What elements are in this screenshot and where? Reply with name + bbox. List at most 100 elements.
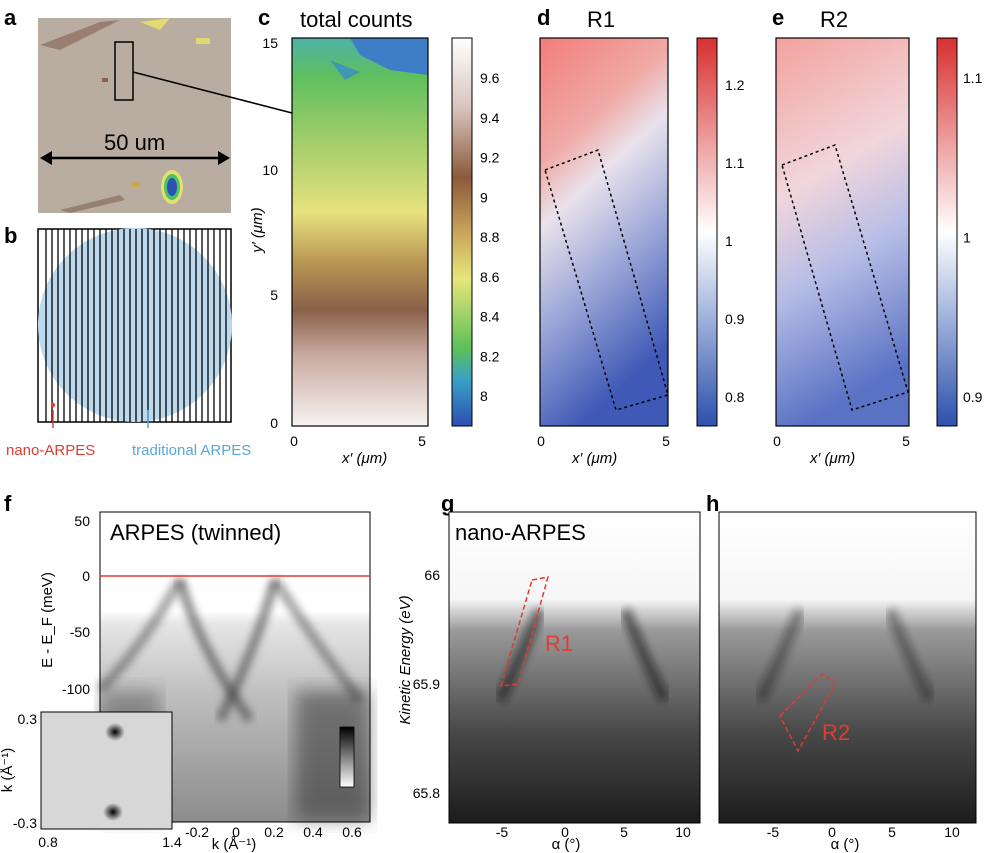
panel-e-xtick-0: 0 <box>773 433 781 449</box>
panel-g-ytick-66: 66 <box>424 567 440 583</box>
panel-h-xtick-5: 5 <box>888 824 896 840</box>
panel-h-xtick-10: 10 <box>944 824 960 840</box>
panel-f-title: ARPES (twinned) <box>110 520 281 545</box>
panel-f-xtick-0: 0 <box>232 824 240 840</box>
panel-g-xtick-5: 5 <box>620 824 628 840</box>
panel-e-region-box <box>781 144 909 411</box>
panel-b-scan-schematic <box>37 228 232 428</box>
panel-h-xtick-0: 0 <box>828 824 836 840</box>
panel-f-ylabel: E - E_F (meV) <box>39 572 56 668</box>
colorbar-tick-label: 9.6 <box>480 70 500 86</box>
panel-c-ytick-10: 10 <box>262 162 278 178</box>
panel-label-f: f <box>4 491 12 516</box>
panel-label-a: a <box>4 5 17 30</box>
colorbar-tick-label: 9.2 <box>480 150 500 166</box>
panel-label-d: d <box>537 5 550 30</box>
panel-f-xtick-m0.2: -0.2 <box>185 824 209 840</box>
colorbar-tick-label: 0.8 <box>725 389 745 405</box>
panel-h-r2-label: R2 <box>822 720 850 745</box>
panel-d-colorbar <box>696 37 718 427</box>
panel-g-r1-box <box>499 576 550 687</box>
panel-g-ytick-65.9: 65.9 <box>413 676 440 692</box>
panel-d-xlabel: x′ (μm) <box>571 450 617 467</box>
scale-bar-label: 50 um <box>104 130 165 155</box>
colorbar-tick-label: 1 <box>963 230 971 246</box>
panel-c-xtick-0: 0 <box>290 433 298 449</box>
panel-f-ytick-50: 50 <box>74 513 90 529</box>
colorbar-tick-label: 1.1 <box>963 70 983 86</box>
panel-f-ytick-0: 0 <box>82 568 90 584</box>
panel-e-xlabel: x′ (μm) <box>809 450 855 467</box>
nano-arpes-label: nano-ARPES <box>6 442 95 459</box>
inset-spot-top <box>105 723 125 741</box>
inset-ylabel: k (Å⁻¹) <box>0 748 16 793</box>
traditional-arpes-label: traditional ARPES <box>132 442 251 459</box>
panel-f-ytick-m100: -100 <box>62 681 90 697</box>
panel-e-map <box>776 38 909 426</box>
colorbar-tick-label: 0.9 <box>963 389 983 405</box>
colorbar-tick-label: 1.2 <box>725 77 745 93</box>
panel-g-xlabel: α (°) <box>552 836 581 853</box>
panel-c-xlabel: x′ (μm) <box>341 450 387 467</box>
panel-label-c: c <box>258 5 270 30</box>
panel-h-xlabel: α (°) <box>831 836 860 853</box>
colorbar-tick-label: 1.1 <box>725 155 745 171</box>
panel-f-xtick-0.6: 0.6 <box>342 824 362 840</box>
panel-label-e: e <box>772 5 784 30</box>
panel-h-r2-box <box>779 673 838 753</box>
panel-c-ytick-0: 0 <box>270 415 278 431</box>
panel-c-ytick-5: 5 <box>270 287 278 303</box>
panel-f-xtick-0.4: 0.4 <box>303 824 323 840</box>
panel-g-xtick-10: 10 <box>675 824 691 840</box>
panel-c-ytick-15: 15 <box>262 35 278 51</box>
zoom-connector-line <box>132 71 293 114</box>
panel-c-map <box>292 38 428 426</box>
colorbar-tick-label: 9.4 <box>480 110 500 126</box>
nano-arpes-spot <box>50 402 56 408</box>
colorbar-tick-label: 8.2 <box>480 348 500 364</box>
panel-label-h: h <box>706 491 719 516</box>
panel-d-map <box>540 38 668 426</box>
panel-d-region-box <box>544 149 669 411</box>
panel-e-title: R2 <box>820 7 848 32</box>
inset-xtick-0.8: 0.8 <box>38 834 58 850</box>
panel-g-arpes-image <box>449 512 700 823</box>
panel-f-inset <box>40 711 173 830</box>
inset-spot-bottom <box>103 803 123 821</box>
panel-d-colorbar-ticks: 1.2 1.1 1 0.9 0.8 <box>725 77 745 405</box>
panel-e-colorbar <box>936 37 958 427</box>
colorbar-tick-label: 8.4 <box>480 309 500 325</box>
panel-a-microscope-image <box>38 18 231 213</box>
panel-c-colorbar-ticks: 9.6 9.4 9.2 9 8.8 8.6 8.4 8.2 8 <box>480 70 500 404</box>
panel-label-b: b <box>4 223 17 248</box>
panel-g-xtick-0: 0 <box>561 824 569 840</box>
panel-g-ylabel: Kinetic Energy (eV) <box>397 595 414 724</box>
colorbar-tick-label: 1 <box>725 233 733 249</box>
colorbar-tick-label: 8 <box>480 388 488 404</box>
panel-f-colorbar <box>339 726 355 788</box>
panel-g-r1-label: R1 <box>545 631 573 656</box>
panel-c-ylabel: y′ (μm) <box>249 207 266 253</box>
panel-c-xtick-5: 5 <box>418 433 426 449</box>
colorbar-tick-label: 9 <box>480 189 488 205</box>
panel-h-arpes-image <box>719 512 976 823</box>
inset-ytick-m0.3: -0.3 <box>13 815 37 831</box>
panel-label-g: g <box>441 491 454 516</box>
panel-d-title: R1 <box>587 7 615 32</box>
colorbar-tick-label: 0.9 <box>725 311 745 327</box>
colorbar-tick-label: 8.6 <box>480 269 500 285</box>
panel-g-title: nano-ARPES <box>455 520 586 545</box>
panel-e-xtick-5: 5 <box>902 433 910 449</box>
panel-e-colorbar-ticks: 1.1 1 0.9 <box>963 70 983 405</box>
scan-lines <box>45 229 227 422</box>
colorbar-tick-label: 8.8 <box>480 229 500 245</box>
panel-f-xtick-0.2: 0.2 <box>264 824 284 840</box>
panel-f-xlabel: k (Å⁻¹) <box>212 836 257 853</box>
panel-g-ytick-65.8: 65.8 <box>413 785 440 801</box>
inset-ytick-0.3: 0.3 <box>18 711 38 727</box>
panel-d-xtick-5: 5 <box>662 433 670 449</box>
panel-h-xtick-m5: -5 <box>767 824 780 840</box>
panel-g-xtick-m5: -5 <box>496 824 509 840</box>
panel-d-xtick-0: 0 <box>537 433 545 449</box>
